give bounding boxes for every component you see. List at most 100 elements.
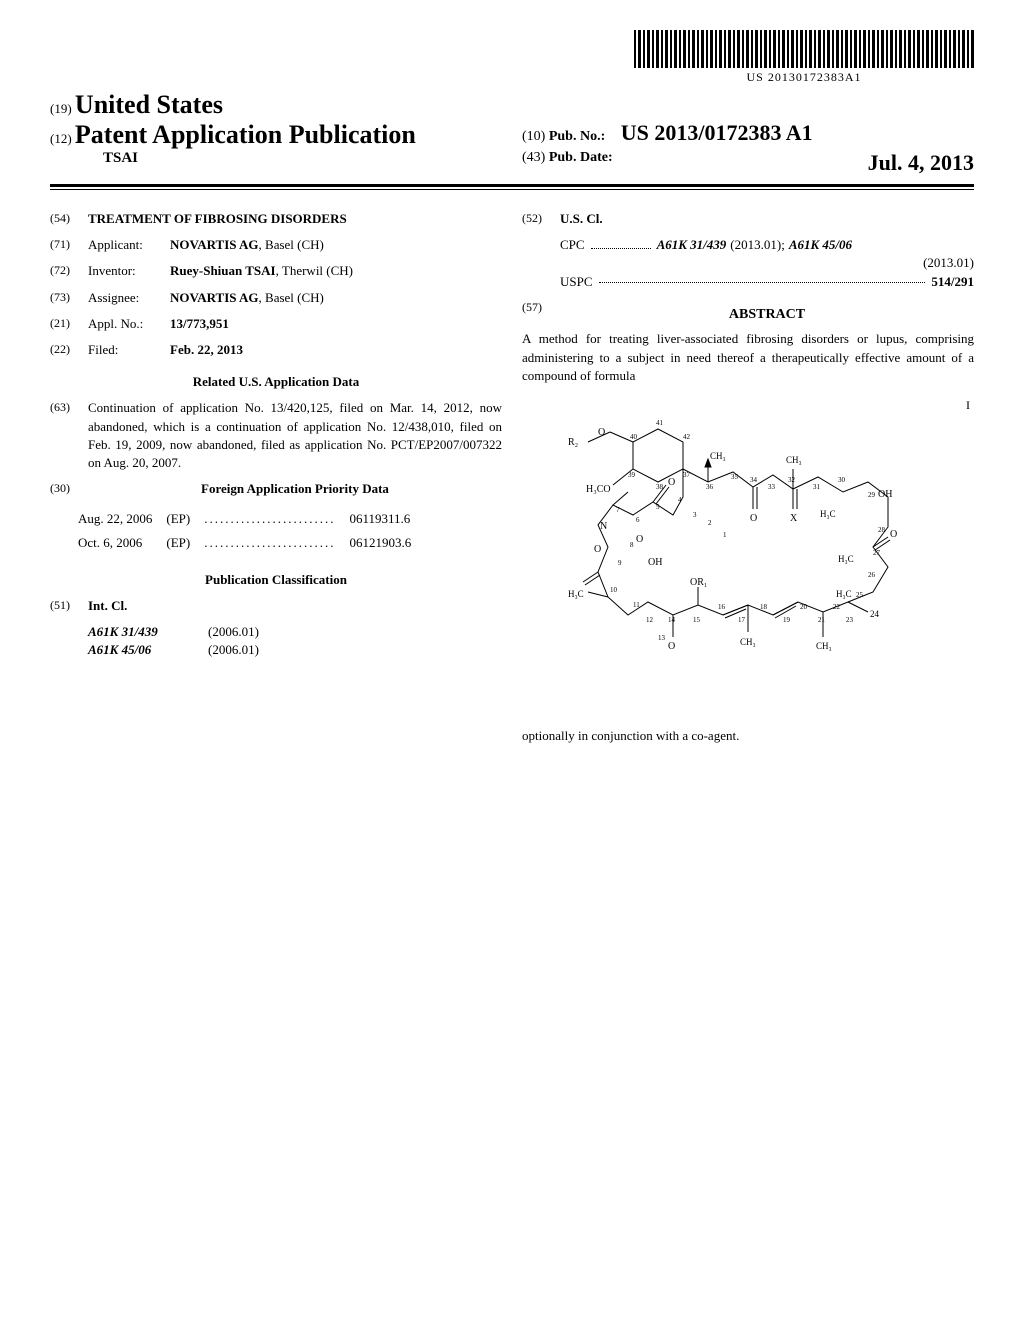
svg-text:34: 34 (750, 476, 758, 484)
svg-text:O: O (668, 641, 675, 652)
svg-text:O: O (668, 477, 675, 488)
applicant-loc: , Basel (CH) (259, 237, 324, 252)
uspc-label: USPC (560, 273, 593, 291)
priority-table: Aug. 22, 2006 (EP) .....................… (70, 506, 419, 556)
inventor-label: Inventor: (88, 262, 170, 280)
pub-date-num: (43) (522, 150, 545, 165)
priority-cc: (EP) (160, 508, 196, 530)
svg-text:32: 32 (788, 476, 796, 484)
svg-text:4: 4 (678, 496, 682, 504)
svg-text:41: 41 (656, 419, 664, 427)
priority-row: Oct. 6, 2006 (EP) ......................… (72, 532, 417, 554)
svg-text:18: 18 (760, 603, 768, 611)
barcode (634, 30, 974, 68)
foreign-num: (30) (50, 480, 88, 498)
filed-num: (22) (50, 341, 88, 359)
dots: ......................... (198, 508, 341, 530)
svg-text:CH₃: CH₃ (740, 637, 756, 647)
svg-text:O: O (594, 544, 601, 555)
assignee-val: NOVARTIS AG, Basel (CH) (170, 289, 502, 307)
svg-text:H₃C: H₃C (836, 589, 852, 599)
header-left: (19) United States (12) Patent Applicati… (50, 90, 502, 176)
rule-thick (50, 184, 974, 187)
inventor-num: (72) (50, 262, 88, 280)
cpc-label: CPC (560, 236, 585, 254)
pub-date-label: Pub. Date: (549, 150, 613, 165)
svg-text:8: 8 (630, 541, 634, 549)
applicant-val: NOVARTIS AG, Basel (CH) (170, 236, 502, 254)
svg-text:23: 23 (846, 616, 854, 624)
svg-text:25: 25 (856, 591, 864, 599)
pub-date: Jul. 4, 2013 (868, 150, 974, 176)
svg-text:31: 31 (813, 483, 821, 491)
formula-label: I (966, 397, 970, 414)
intcl-row: A61K 45/06 (2006.01) (88, 641, 502, 659)
uscl-label: U.S. Cl. (560, 210, 974, 228)
svg-text:13: 13 (658, 634, 666, 642)
applicant-label: Applicant: (88, 236, 170, 254)
svg-text:40: 40 (630, 433, 638, 441)
cpc-block: CPC A61K 31/439 (2013.01); A61K 45/06 (2… (560, 236, 974, 291)
closing-text: optionally in conjunction with a co-agen… (522, 727, 974, 745)
inventor-val: Ruey-Shiuan TSAI, Therwil (CH) (170, 262, 502, 280)
pub-type: Patent Application Publication (75, 120, 416, 149)
uscl-num: (52) (522, 210, 560, 228)
appl-label: Appl. No.: (88, 315, 170, 333)
intcl-num: (51) (50, 597, 88, 615)
pub-no: US 2013/0172383 A1 (621, 120, 813, 145)
svg-text:OR₁: OR₁ (690, 577, 707, 588)
svg-text:O: O (636, 534, 643, 545)
title: TREATMENT OF FIBROSING DISORDERS (88, 210, 502, 228)
svg-text:14: 14 (668, 616, 676, 624)
svg-text:17: 17 (738, 616, 746, 624)
priority-row: Aug. 22, 2006 (EP) .....................… (72, 508, 417, 530)
barcode-text: US 20130172383A1 (634, 70, 974, 85)
svg-text:1: 1 (723, 531, 727, 539)
formula-svg: R₂ O H₃CO CH₃ O X CH₃ (522, 397, 974, 717)
assignee-label: Assignee: (88, 289, 170, 307)
svg-text:11: 11 (633, 601, 640, 609)
svg-text:3: 3 (693, 511, 697, 519)
priority-num: 06121903.6 (343, 532, 417, 554)
abstract-num: (57) (522, 299, 560, 331)
left-column: (54) TREATMENT OF FIBROSING DISORDERS (7… (50, 202, 502, 745)
pub-no-num: (10) (522, 129, 545, 144)
intcl-label: Int. Cl. (88, 597, 502, 615)
svg-text:H₃C: H₃C (820, 509, 836, 519)
header-right: (10) Pub. No.: US 2013/0172383 A1 (43) P… (502, 90, 974, 176)
svg-text:2: 2 (708, 519, 712, 527)
svg-text:O: O (598, 427, 605, 438)
author: TSAI (50, 150, 502, 167)
svg-text:19: 19 (783, 616, 791, 624)
svg-text:33: 33 (768, 483, 776, 491)
svg-text:26: 26 (868, 571, 876, 579)
svg-text:15: 15 (693, 616, 701, 624)
svg-text:5: 5 (656, 503, 660, 511)
inventor-name: Ruey-Shiuan TSAI (170, 263, 276, 278)
svg-text:10: 10 (610, 586, 618, 594)
svg-text:27: 27 (873, 549, 881, 557)
svg-text:16: 16 (718, 603, 726, 611)
inventor-loc: , Therwil (CH) (276, 263, 353, 278)
pubclass-title: Publication Classification (50, 571, 502, 589)
appl-val: 13/773,951 (170, 315, 502, 333)
svg-text:OH: OH (648, 557, 662, 568)
svg-text:20: 20 (800, 603, 808, 611)
chemical-formula: I R₂ O H₃CO CH₃ (522, 397, 974, 717)
foreign-title: Foreign Application Priority Data (88, 480, 502, 498)
header: (19) United States (12) Patent Applicati… (50, 90, 974, 176)
intcl-list: A61K 31/439 (2006.01) A61K 45/06 (2006.0… (88, 623, 502, 659)
assignee-num: (73) (50, 289, 88, 307)
svg-text:39: 39 (628, 471, 636, 479)
cont-num: (63) (50, 399, 88, 472)
priority-date: Oct. 6, 2006 (72, 532, 158, 554)
svg-text:9: 9 (618, 559, 622, 567)
svg-text:30: 30 (838, 476, 846, 484)
rule-thin (50, 189, 974, 190)
svg-text:36: 36 (706, 483, 714, 491)
assignee-loc: , Basel (CH) (259, 290, 324, 305)
svg-text:CH₃: CH₃ (816, 641, 832, 651)
cpc-year1: (2013.01); (730, 236, 785, 254)
svg-text:OH: OH (878, 489, 892, 500)
svg-text:O: O (750, 513, 757, 524)
